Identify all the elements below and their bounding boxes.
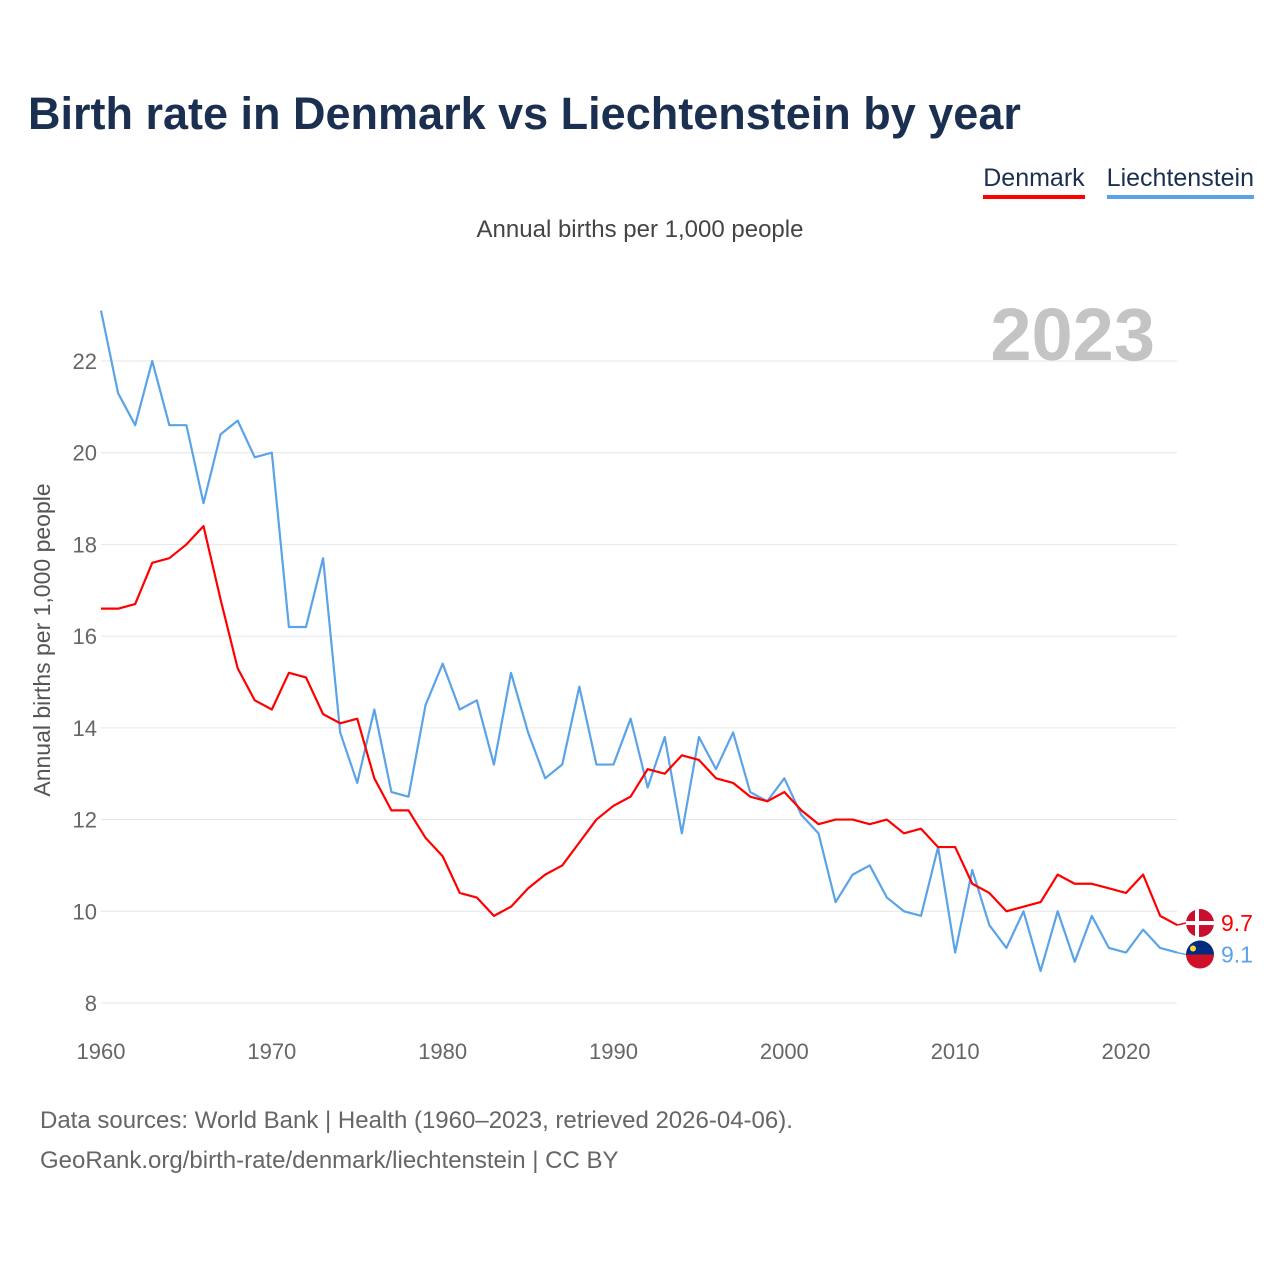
denmark-flag-icon <box>1186 909 1214 938</box>
x-tick-label: 1970 <box>247 1039 296 1064</box>
y-tick-label: 22 <box>73 349 97 374</box>
x-tick-label: 1980 <box>418 1039 467 1064</box>
y-tick-label: 16 <box>73 624 97 649</box>
x-tick-label: 2020 <box>1102 1039 1151 1064</box>
chart-subtitle: Annual births per 1,000 people <box>476 216 804 243</box>
end-value-label: 9.7 <box>1221 910 1253 936</box>
flag-cross-h <box>1186 921 1214 926</box>
footer-sources: Data sources: World Bank | Health (1960–… <box>40 1107 793 1134</box>
end-value-label: 9.1 <box>1221 942 1253 968</box>
flag-bottom <box>1186 954 1214 969</box>
flag-crown <box>1190 945 1196 952</box>
y-tick-label: 8 <box>85 991 97 1016</box>
chart-title: Birth rate in Denmark vs Liechtenstein b… <box>28 88 1021 139</box>
y-tick-label: 12 <box>73 808 97 833</box>
footer-link[interactable]: GeoRank.org/birth-rate/denmark/liechtens… <box>40 1147 619 1174</box>
y-tick-label: 18 <box>73 532 97 557</box>
year-label: 2023 <box>990 293 1155 376</box>
liechtenstein-flag-icon <box>1186 940 1214 969</box>
series-line-denmark <box>101 524 1178 927</box>
x-tick-label: 1990 <box>589 1039 638 1064</box>
legend-liechtenstein[interactable]: Liechtenstein <box>1106 164 1254 199</box>
x-tick-label: 2010 <box>931 1039 980 1064</box>
y-axis-label: Annual births per 1,000 people <box>29 483 55 796</box>
x-tick-label: 2000 <box>760 1039 809 1064</box>
end-connector <box>1177 922 1187 926</box>
end-connector <box>1177 951 1187 956</box>
series-line-liechtenstein <box>99 310 1178 973</box>
x-tick-label: 1960 <box>77 1039 126 1064</box>
y-tick-label: 14 <box>73 716 97 741</box>
legend: Denmark Liechtenstein <box>983 164 1254 199</box>
y-tick-label: 20 <box>73 441 97 466</box>
y-tick-label: 10 <box>73 899 97 924</box>
legend-denmark[interactable]: Denmark <box>983 164 1085 199</box>
